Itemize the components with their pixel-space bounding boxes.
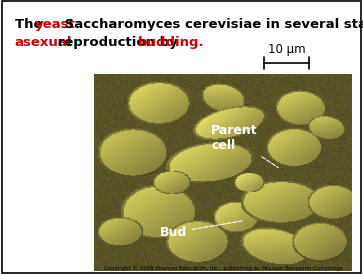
Text: Copyright © 2008 Pearson Education, Inc., publishing as Pearson Benjamin Cumming: Copyright © 2008 Pearson Education, Inc.…	[104, 265, 344, 271]
Text: yeast: yeast	[34, 18, 75, 31]
Text: 10 μm: 10 μm	[268, 43, 306, 56]
Text: reproduction by: reproduction by	[53, 36, 187, 48]
Text: The: The	[15, 18, 46, 31]
Text: Parent
cell: Parent cell	[211, 124, 278, 168]
Text: budding.: budding.	[138, 36, 205, 48]
Text: asexual: asexual	[15, 36, 72, 48]
Text: Saccharomyces cerevisiae in several stages of: Saccharomyces cerevisiae in several stag…	[60, 18, 363, 31]
Text: Bud: Bud	[159, 221, 242, 239]
